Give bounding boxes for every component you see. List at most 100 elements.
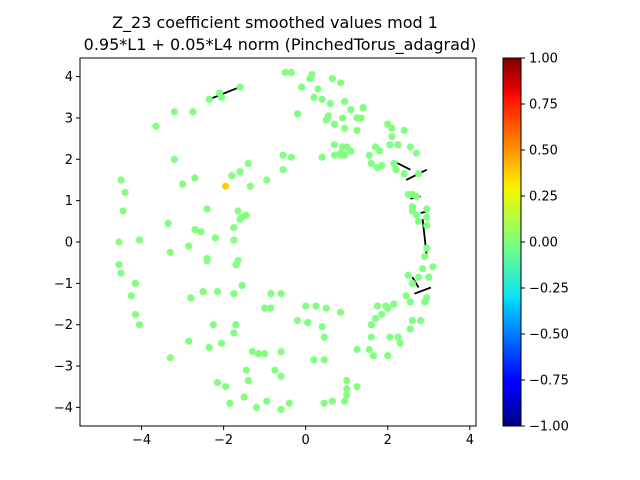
data-point-143 <box>406 298 414 306</box>
y-tick-label-3: −1 <box>54 277 73 292</box>
data-point-180 <box>341 397 349 405</box>
data-point-28 <box>394 141 402 149</box>
colorbar-tick-label-5: −0.25 <box>529 282 569 297</box>
colorbar-tick-label-8: −1.00 <box>529 420 569 435</box>
data-point-78 <box>135 236 144 244</box>
data-point-13 <box>359 104 367 112</box>
data-point-157 <box>423 205 431 213</box>
data-point-128 <box>386 333 394 341</box>
y-tick-label-0: −4 <box>54 401 73 416</box>
data-point-93 <box>230 290 238 298</box>
data-point-99 <box>209 321 217 329</box>
data-point-65 <box>121 188 129 196</box>
data-point-62 <box>178 180 187 188</box>
data-point-138 <box>390 300 398 308</box>
data-point-118 <box>310 356 318 364</box>
data-point-30 <box>412 149 421 157</box>
y-tick-label-4: 0 <box>65 236 73 251</box>
data-point-104 <box>312 302 320 310</box>
data-point-64 <box>117 176 125 184</box>
data-point-88 <box>131 279 139 287</box>
data-point-182 <box>353 383 361 391</box>
data-point-73 <box>191 225 199 234</box>
data-point-124 <box>277 372 285 380</box>
data-point-125 <box>353 345 361 354</box>
data-point-52 <box>279 166 287 174</box>
data-point-101 <box>261 304 269 312</box>
data-point-43 <box>367 159 375 168</box>
data-point-169 <box>244 376 252 385</box>
data-point-89 <box>127 292 135 300</box>
data-point-109 <box>318 323 326 331</box>
data-point-63 <box>191 174 199 182</box>
y-tick-label-6: 2 <box>65 153 73 168</box>
data-point-9 <box>318 95 326 103</box>
data-point-59 <box>170 108 178 116</box>
data-point-168 <box>217 93 226 101</box>
data-point-148 <box>414 273 423 281</box>
colorbar-ticks: 1.00 0.75 0.50 0.25 0.00 −0.25 −0.50 −0.75 −1.00 <box>521 52 569 435</box>
data-point-6 <box>297 83 306 91</box>
data-point-173 <box>263 397 271 405</box>
data-point-102 <box>267 304 275 312</box>
data-point-54 <box>236 168 244 176</box>
data-point-153 <box>421 252 429 261</box>
data-point-17 <box>330 120 339 128</box>
data-point-120 <box>320 333 328 341</box>
data-point-49 <box>392 166 400 174</box>
data-point-95 <box>267 290 275 298</box>
points-layer <box>115 68 437 414</box>
data-point-149 <box>425 273 433 281</box>
data-point-172 <box>240 393 248 401</box>
data-point-170 <box>213 378 222 387</box>
data-point-129 <box>394 333 402 341</box>
data-point-75 <box>230 223 238 232</box>
colorbar-tick-label-3: 0.25 <box>529 190 558 205</box>
data-point-177 <box>226 399 234 407</box>
data-point-133 <box>371 314 380 323</box>
data-point-90 <box>187 294 195 302</box>
data-point-105 <box>322 304 330 312</box>
data-point-114 <box>248 347 256 356</box>
data-point-154 <box>423 244 431 252</box>
data-point-126 <box>365 345 373 354</box>
data-point-1 <box>287 68 295 77</box>
data-point-55 <box>228 172 236 180</box>
data-point-42 <box>343 143 351 151</box>
data-point-14 <box>293 110 302 118</box>
data-point-77 <box>115 238 123 246</box>
data-point-46 <box>400 170 408 178</box>
data-point-0 <box>281 68 289 77</box>
data-point-106 <box>336 308 345 316</box>
data-point-96 <box>277 290 285 298</box>
data-point-108 <box>304 319 312 327</box>
data-point-184 <box>343 376 351 385</box>
data-point-70 <box>242 211 250 219</box>
x-tick-label-1: −2 <box>214 433 233 448</box>
data-point-171 <box>222 383 230 391</box>
data-point-66 <box>119 207 127 215</box>
data-point-80 <box>230 236 238 244</box>
x-tick-label-3: 2 <box>384 433 392 448</box>
data-point-53 <box>244 159 252 168</box>
data-point-50 <box>279 151 287 159</box>
data-point-142 <box>406 325 414 333</box>
data-point-39 <box>341 151 349 159</box>
data-point-130 <box>369 352 378 360</box>
data-point-18 <box>339 114 347 122</box>
colorbar-tick-label-0: 1.00 <box>529 52 558 67</box>
data-point-10 <box>326 99 334 108</box>
data-point-36 <box>330 151 339 159</box>
data-point-144 <box>402 292 410 300</box>
data-point-175 <box>277 405 285 414</box>
x-tick-label-2: 0 <box>302 433 310 448</box>
data-point-107 <box>293 316 302 325</box>
data-point-110 <box>230 329 238 337</box>
y-tick-label-8: 4 <box>65 70 73 85</box>
data-point-176 <box>252 403 261 411</box>
data-point-67 <box>203 205 211 213</box>
data-point-8 <box>310 93 318 101</box>
data-point-87 <box>117 269 125 277</box>
data-point-167 <box>205 95 213 103</box>
